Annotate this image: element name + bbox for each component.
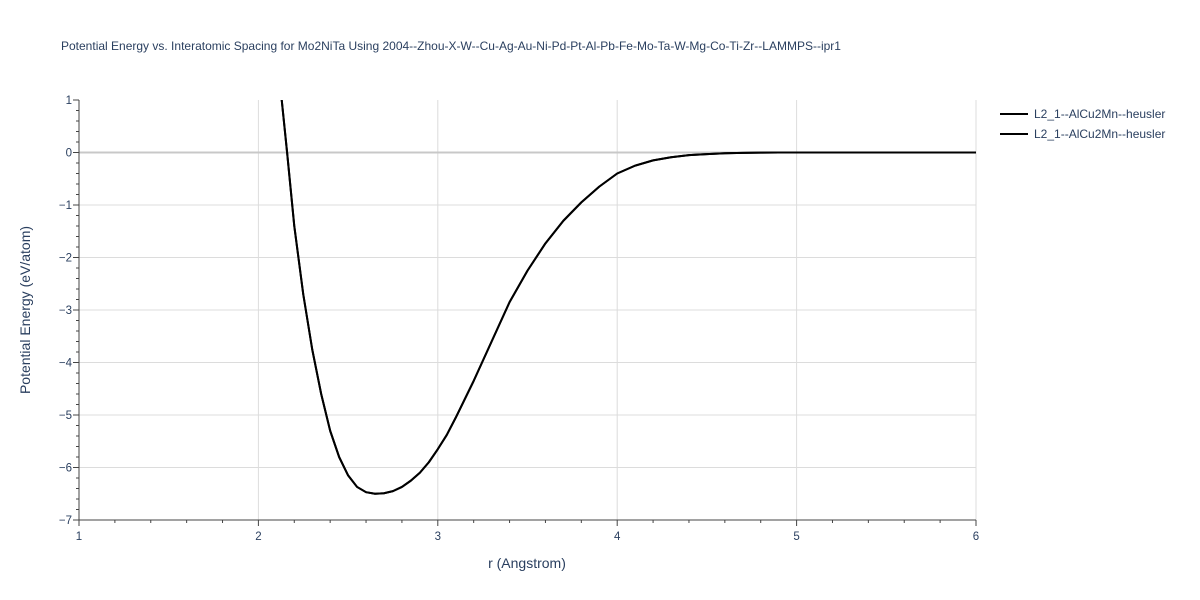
series-line-0 [280,100,976,495]
chart-title: Potential Energy vs. Interatomic Spacing… [61,39,841,53]
x-tick-label: 4 [614,531,621,543]
series-line-1 [280,100,976,495]
x-tick-label: 6 [973,531,979,543]
y-tick-label: −2 [59,253,72,265]
series-layer [280,100,976,495]
y-tick-label: −6 [59,463,72,475]
y-tick-label: −1 [59,200,72,212]
legend-label: L2_1--AlCu2Mn--heusler [1034,127,1165,141]
y-axis-title: Potential Energy (eV/atom) [17,226,33,394]
x-tick-label: 2 [255,531,261,543]
y-tick-label: −4 [59,358,73,370]
legend[interactable]: L2_1--AlCu2Mn--heusler L2_1--AlCu2Mn--heu… [1000,107,1165,141]
grid-layer [79,100,977,520]
x-tick-label: 3 [435,531,441,543]
axis-layer: 1 2 3 4 5 6 1 0 −1 −2 −3 −4 −5 −6 −7 [59,95,979,543]
y-tick-label: 1 [66,95,72,107]
legend-item[interactable]: L2_1--AlCu2Mn--heusler [1000,127,1165,141]
legend-item[interactable]: L2_1--AlCu2Mn--heusler [1000,107,1165,121]
y-tick-label: −7 [59,515,72,527]
x-tick-label: 1 [76,531,82,543]
legend-label: L2_1--AlCu2Mn--heusler [1034,107,1165,121]
x-tick-label: 5 [793,531,799,543]
y-tick-label: −5 [59,410,72,422]
plot-area [280,100,976,495]
y-tick-label: 0 [66,148,72,160]
x-axis-title: r (Angstrom) [488,555,566,571]
y-tick-label: −3 [59,305,72,317]
